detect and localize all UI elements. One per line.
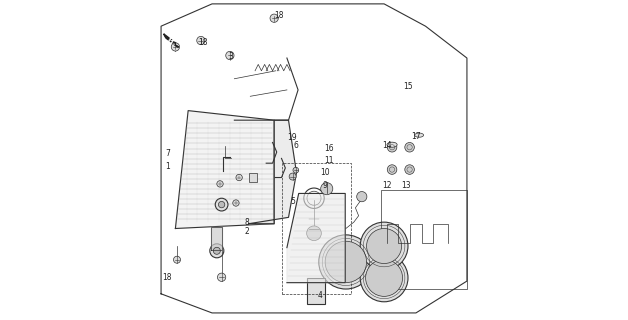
Text: 2: 2 (245, 227, 249, 236)
Circle shape (217, 181, 223, 187)
Text: 13: 13 (401, 181, 411, 190)
Polygon shape (175, 111, 274, 228)
Text: 11: 11 (325, 156, 334, 164)
Circle shape (215, 198, 228, 211)
Text: 10: 10 (320, 168, 330, 177)
Text: 8: 8 (245, 218, 249, 227)
Circle shape (365, 260, 403, 296)
Text: 19: 19 (287, 132, 296, 141)
Circle shape (293, 167, 299, 173)
Circle shape (387, 165, 397, 174)
Text: 4: 4 (318, 291, 323, 300)
Text: 9: 9 (323, 181, 328, 190)
Circle shape (171, 43, 180, 51)
Bar (307, 278, 325, 304)
Bar (381, 190, 467, 289)
Text: 12: 12 (382, 181, 392, 190)
Text: 6: 6 (293, 141, 298, 150)
Circle shape (236, 174, 242, 181)
Circle shape (321, 183, 333, 195)
Circle shape (225, 51, 234, 60)
Text: 18: 18 (198, 38, 207, 47)
Circle shape (219, 201, 225, 208)
Polygon shape (212, 227, 222, 250)
Circle shape (306, 226, 322, 241)
Circle shape (197, 36, 205, 45)
Circle shape (210, 244, 224, 258)
Circle shape (217, 273, 225, 281)
Text: 14: 14 (382, 141, 392, 150)
Circle shape (214, 247, 220, 254)
Text: 17: 17 (411, 132, 421, 140)
Text: 7: 7 (165, 149, 170, 158)
Circle shape (173, 256, 180, 263)
Circle shape (270, 14, 278, 22)
Bar (282, 163, 350, 294)
Polygon shape (287, 194, 345, 283)
Circle shape (360, 254, 408, 302)
Circle shape (387, 142, 397, 152)
Text: 3: 3 (229, 52, 234, 61)
Circle shape (233, 200, 239, 206)
Text: 18: 18 (163, 273, 172, 282)
Circle shape (319, 235, 373, 289)
Text: Fr.: Fr. (166, 37, 177, 47)
Bar (249, 173, 257, 182)
Ellipse shape (414, 133, 424, 137)
Polygon shape (249, 120, 296, 224)
Ellipse shape (387, 142, 397, 147)
Circle shape (405, 165, 414, 174)
Text: 15: 15 (403, 82, 413, 91)
Circle shape (360, 222, 408, 270)
Text: 5: 5 (291, 197, 296, 206)
Text: 1: 1 (165, 162, 170, 171)
Text: 18: 18 (274, 11, 284, 20)
Circle shape (367, 228, 402, 264)
Circle shape (325, 241, 367, 283)
Circle shape (405, 142, 414, 152)
Text: 16: 16 (325, 144, 334, 153)
Circle shape (289, 173, 296, 180)
Circle shape (357, 192, 367, 202)
Polygon shape (164, 34, 178, 47)
